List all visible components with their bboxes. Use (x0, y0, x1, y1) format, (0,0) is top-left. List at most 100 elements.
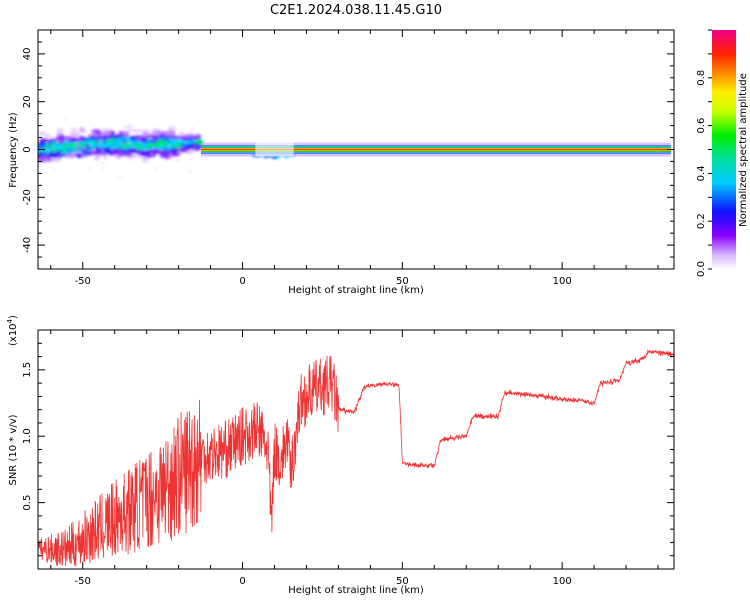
spectrogram-y-tick-label: 0 (22, 146, 33, 152)
spectrogram-main-band (200, 142, 671, 157)
spectrogram-blob (100, 148, 104, 151)
spectrogram-blob (147, 142, 153, 146)
spectrogram-blob (139, 135, 143, 139)
spectrogram-blob (75, 144, 79, 148)
spectrogram-blob (58, 154, 62, 158)
spectrogram-blob (87, 133, 93, 137)
spectrogram-x-tick-label: -50 (75, 276, 91, 287)
snr-y-tick-label: 1.5 (22, 362, 33, 378)
spectrogram-blob (69, 145, 75, 148)
spectrogram-blob (59, 129, 63, 133)
spectrogram-blob (145, 134, 156, 140)
spectrogram-blob (189, 157, 193, 161)
spectrogram-blob (140, 147, 146, 151)
spectrogram-blob (115, 154, 119, 157)
spectrogram-blob (178, 157, 182, 160)
figure-title: C2E1.2024.038.11.45.G10 (270, 3, 442, 18)
spectrogram-blob (40, 140, 45, 146)
spectrogram-blob (188, 169, 192, 173)
snr-x-tick-label: 50 (396, 576, 409, 587)
spectrogram-blob (137, 152, 141, 156)
spectrogram-blob (142, 144, 148, 148)
spectrogram-blob (62, 143, 68, 147)
spectrogram-blob (80, 144, 86, 148)
spectrogram-blob (160, 145, 166, 149)
colorbar-tick-label: 0.0 (696, 261, 707, 277)
spectrogram-blob (193, 144, 197, 148)
spectrogram-blob (98, 153, 102, 156)
spectrogram-x-tick-label: 50 (396, 276, 409, 287)
spectrogram-blob (101, 169, 105, 173)
spectrogram-blob (119, 145, 125, 148)
spectrogram-blob (132, 129, 143, 134)
spectrogram-blob (123, 145, 129, 149)
snr-series-line (38, 349, 674, 567)
spectrogram-blob (136, 144, 142, 147)
spectrogram-blob (190, 149, 194, 152)
snr-ticks (38, 329, 674, 569)
snr-y-tick-labels: 0.5 1.0 1.5 (22, 362, 33, 511)
spectrogram-blob (105, 143, 111, 147)
spectrogram-blob (168, 158, 172, 161)
spectrogram-blob (70, 138, 81, 141)
spectrogram-blob (147, 144, 153, 148)
spectrogram-heatmap (38, 118, 671, 179)
snr-x-tick-label: 0 (239, 576, 245, 587)
spectrogram-blob (46, 150, 50, 153)
colorbar-tick-label: 0.6 (696, 118, 707, 134)
spectrogram-blob (82, 147, 86, 150)
spectrogram-blob (187, 137, 193, 142)
spectrogram-blob (157, 140, 163, 143)
snr-panel: -50 0 50 100 0.5 1.0 1.5 (x104) Height of str… (6, 315, 675, 596)
spectrogram-blob (163, 140, 169, 144)
spectrogram-blob (48, 158, 59, 161)
snr-y-tick-label: 1.0 (22, 428, 33, 444)
spectrogram-blob (179, 131, 185, 137)
spectrogram-blob (127, 128, 136, 132)
spectrogram-blob (131, 140, 141, 145)
spectrogram-blob (141, 129, 150, 133)
spectrogram-blob (89, 136, 98, 140)
spectrogram-blob (118, 135, 123, 138)
spectrogram-blob (153, 143, 159, 147)
spectrogram-blob (123, 125, 133, 129)
spectrogram-blob (57, 139, 61, 142)
spectrogram-blob (65, 138, 69, 141)
spectrogram-blob (176, 145, 182, 149)
spectrogram-blob (54, 148, 60, 151)
spectrogram-blob (118, 130, 124, 136)
spectrogram-blob (88, 167, 92, 171)
spectrogram-blob (81, 154, 85, 157)
colorbar-tick-labels: 0.0 0.2 0.4 0.6 0.8 (696, 70, 707, 277)
colorbar-gradient (712, 30, 736, 269)
colorbar-tick-label: 0.2 (696, 213, 707, 229)
colorbar-tick-label: 0.4 (696, 165, 707, 181)
spectrogram-blob (118, 175, 122, 179)
spectrogram-blob (69, 148, 75, 152)
snr-x-tick-label: 100 (553, 576, 572, 587)
spectrogram-blob (41, 139, 52, 142)
spectrogram-blob (90, 150, 100, 155)
spectrogram-blob (65, 157, 69, 160)
snr-x-tick-label: -50 (75, 576, 91, 587)
spectrogram-blob (189, 130, 193, 133)
spectrogram-blob (88, 144, 92, 147)
spectrogram-blob (78, 146, 82, 150)
spectrogram-blob (93, 155, 101, 159)
spectrogram-blob (80, 148, 88, 154)
spectrogram-blob (44, 136, 48, 140)
spectrogram-blob (181, 137, 189, 142)
spectrogram-blob (76, 152, 82, 159)
spectrogram-blob (100, 139, 104, 143)
spectrogram-blob (135, 147, 141, 151)
spectrogram-blob (63, 118, 67, 121)
spectrogram-blob (116, 139, 121, 144)
spectrogram-blob (39, 131, 47, 135)
spectrogram-blob (70, 142, 76, 146)
spectrogram-blob (164, 154, 171, 160)
spectrogram-band-layer (200, 148, 671, 151)
spectrogram-blob (125, 143, 131, 146)
spectrogram-y-tick-label: 40 (22, 48, 33, 61)
spectrogram-blob (138, 139, 142, 142)
